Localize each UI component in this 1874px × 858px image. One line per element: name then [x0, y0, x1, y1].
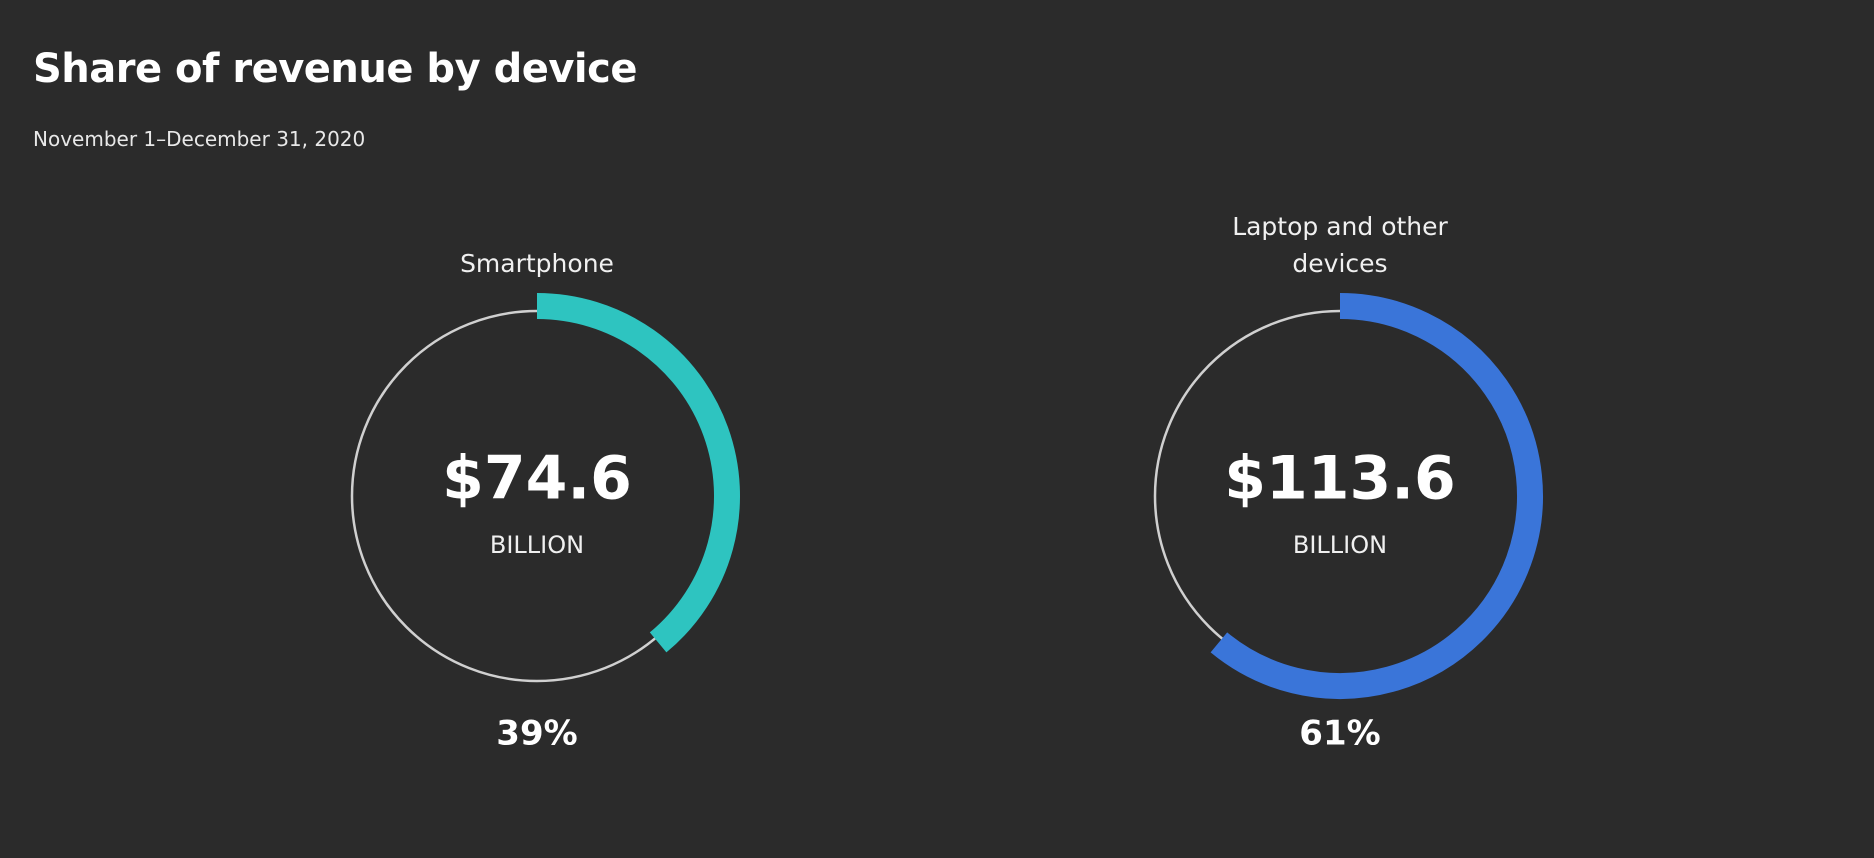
value-label: 39% — [496, 714, 577, 754]
gauge-arc — [536, 293, 740, 653]
value-label: 61% — [1299, 714, 1380, 754]
amount-label: $74.6 — [442, 444, 632, 514]
category-label: Laptop and other devices — [1232, 212, 1448, 278]
amount-label: $113.6 — [1224, 444, 1456, 514]
chart-title: Share of revenue by device — [33, 46, 637, 92]
gauge-arc — [1210, 293, 1543, 699]
unit-label: BILLION — [490, 531, 584, 559]
chart-subtitle: November 1–December 31, 2020 — [33, 127, 366, 151]
label-box: Smartphone — [427, 0, 647, 282]
category-label: Smartphone — [460, 249, 614, 278]
unit-label: BILLION — [1293, 531, 1387, 559]
label-box: Laptop and other devices — [1230, 0, 1450, 282]
